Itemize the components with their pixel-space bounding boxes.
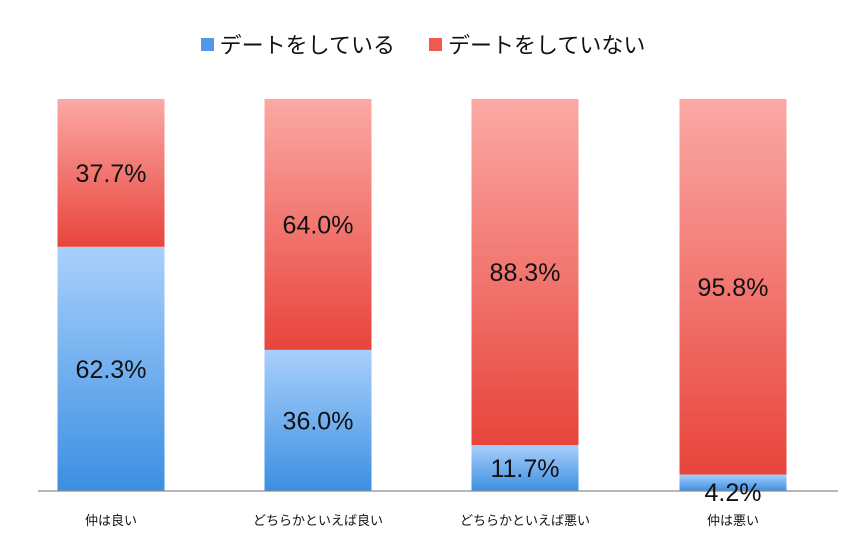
- bar-segment-not-dating-3: [471, 99, 579, 446]
- category-label-3: どちらかといえば悪い: [460, 514, 590, 529]
- bar-segment-dating-3: [471, 445, 579, 491]
- bar-segment-not-dating-4: [679, 99, 787, 475]
- data-label-dating-4: 4.2%: [705, 479, 762, 507]
- category-label-2: どちらかといえば良い: [253, 513, 383, 529]
- legend: デートをしている デートをしていない: [0, 28, 846, 60]
- legend-item-not-dating: デートをしていない: [429, 28, 645, 60]
- legend-swatch-dating: [200, 37, 214, 51]
- category-label-1: 仲は良い: [85, 513, 137, 529]
- bar-segment-not-dating-1: [57, 99, 165, 247]
- bar-segment-dating-4: [679, 474, 787, 491]
- bar-segment-not-dating-2: [264, 99, 372, 350]
- legend-swatch-not-dating: [429, 37, 442, 51]
- data-label-not-dating-4: 95.8%: [698, 274, 769, 302]
- data-label-dating-3: 11.7%: [490, 455, 559, 483]
- data-label-not-dating-1: 37.7%: [76, 160, 147, 188]
- data-label-not-dating-2: 64.0%: [283, 211, 354, 239]
- bar-segment-dating-1: [57, 246, 165, 491]
- legend-item-dating: デートをしている: [200, 28, 395, 60]
- data-label-dating-1: 62.3%: [76, 356, 147, 384]
- legend-label-not-dating: デートをしていない: [448, 34, 646, 59]
- category-label-4: 仲は悪い: [707, 514, 759, 529]
- data-label-dating-2: 36.0%: [283, 407, 354, 435]
- legend-label-dating: デートをしている: [219, 34, 395, 59]
- data-label-not-dating-3: 88.3%: [490, 259, 561, 287]
- bar-segment-dating-2: [264, 349, 372, 491]
